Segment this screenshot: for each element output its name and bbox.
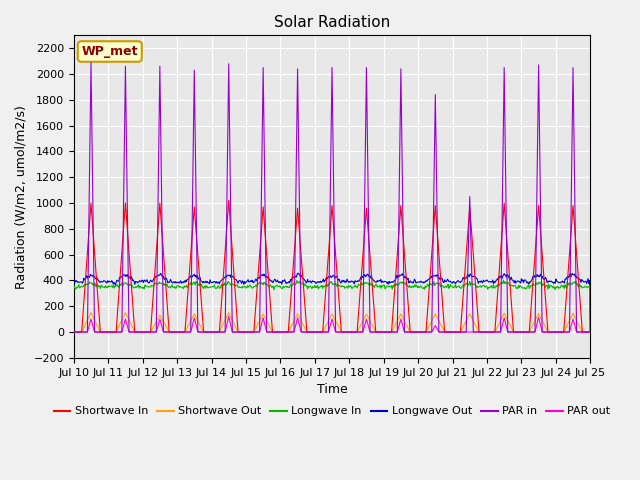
Shortwave Out xyxy=(35,329,43,335)
PAR out xyxy=(111,329,118,335)
Shortwave Out xyxy=(501,312,509,318)
Longwave In xyxy=(501,279,509,285)
Longwave In xyxy=(111,283,118,289)
Longwave In xyxy=(44,284,52,289)
Text: WP_met: WP_met xyxy=(81,45,138,58)
PAR in xyxy=(111,329,119,335)
Line: Shortwave Out: Shortwave Out xyxy=(39,312,590,332)
Shortwave In xyxy=(44,319,52,325)
PAR out xyxy=(501,318,509,324)
Longwave Out xyxy=(501,272,509,278)
Longwave Out xyxy=(157,271,164,276)
Shortwave Out xyxy=(52,310,60,315)
PAR in xyxy=(44,329,52,335)
PAR in xyxy=(432,139,440,145)
PAR in xyxy=(52,58,60,64)
Shortwave Out xyxy=(111,329,119,335)
PAR out xyxy=(35,329,43,335)
PAR out xyxy=(586,329,594,335)
Line: PAR out: PAR out xyxy=(39,316,590,332)
Longwave Out xyxy=(44,278,52,284)
PAR in xyxy=(501,118,509,123)
Longwave Out xyxy=(484,279,492,285)
PAR out xyxy=(432,324,440,330)
Longwave Out xyxy=(35,279,43,285)
Line: PAR in: PAR in xyxy=(39,61,590,332)
Shortwave In xyxy=(225,198,232,204)
PAR in xyxy=(586,329,594,335)
Longwave Out xyxy=(111,281,118,287)
Shortwave In xyxy=(157,210,164,216)
X-axis label: Time: Time xyxy=(317,383,348,396)
Longwave Out xyxy=(432,272,440,278)
Shortwave Out xyxy=(432,312,440,318)
Shortwave In xyxy=(484,329,492,335)
Longwave In xyxy=(157,280,164,286)
PAR in xyxy=(35,329,43,335)
PAR out xyxy=(157,319,164,324)
Shortwave Out xyxy=(157,315,165,321)
Longwave Out xyxy=(294,270,302,276)
Shortwave Out xyxy=(44,328,52,334)
PAR in xyxy=(157,170,165,176)
Longwave In xyxy=(431,281,439,287)
Legend: Shortwave In, Shortwave Out, Longwave In, Longwave Out, PAR in, PAR out: Shortwave In, Shortwave Out, Longwave In… xyxy=(49,402,615,421)
Shortwave In xyxy=(432,213,440,218)
PAR out xyxy=(484,329,492,335)
PAR out xyxy=(225,313,232,319)
Y-axis label: Radiation (W/m2, umol/m2/s): Radiation (W/m2, umol/m2/s) xyxy=(15,105,28,288)
Shortwave In xyxy=(35,329,43,335)
Shortwave Out xyxy=(586,329,594,335)
Longwave Out xyxy=(586,329,594,335)
Line: Longwave In: Longwave In xyxy=(39,280,590,332)
Shortwave In xyxy=(111,329,118,335)
Shortwave In xyxy=(586,329,594,335)
Shortwave In xyxy=(501,210,509,216)
Longwave In xyxy=(484,287,492,292)
Title: Solar Radiation: Solar Radiation xyxy=(274,15,390,30)
Line: Shortwave In: Shortwave In xyxy=(39,201,590,332)
PAR out xyxy=(44,329,52,335)
Line: Longwave Out: Longwave Out xyxy=(39,273,590,332)
Shortwave Out xyxy=(484,329,492,335)
Longwave In xyxy=(586,329,594,335)
PAR in xyxy=(484,329,492,335)
Longwave In xyxy=(500,277,508,283)
Longwave In xyxy=(35,284,43,290)
